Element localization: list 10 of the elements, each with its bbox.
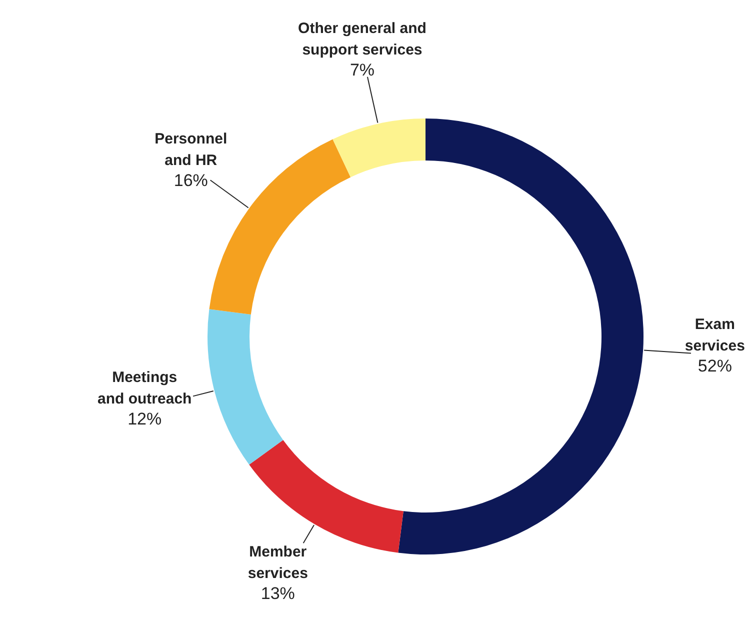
data-label: 16% (174, 170, 208, 190)
slice-label: Other general and support services (298, 20, 426, 58)
data-label: 13% (260, 584, 295, 603)
slice-label: Meetings and outreach (98, 369, 192, 408)
data-label: 12% (128, 409, 162, 428)
slice-label: Exam services (684, 316, 745, 354)
data-label: 52% (698, 356, 732, 376)
slice-label: Member services (248, 544, 308, 582)
data-label: 7% (350, 60, 375, 80)
slice-label: Personnel and HR (154, 130, 228, 169)
